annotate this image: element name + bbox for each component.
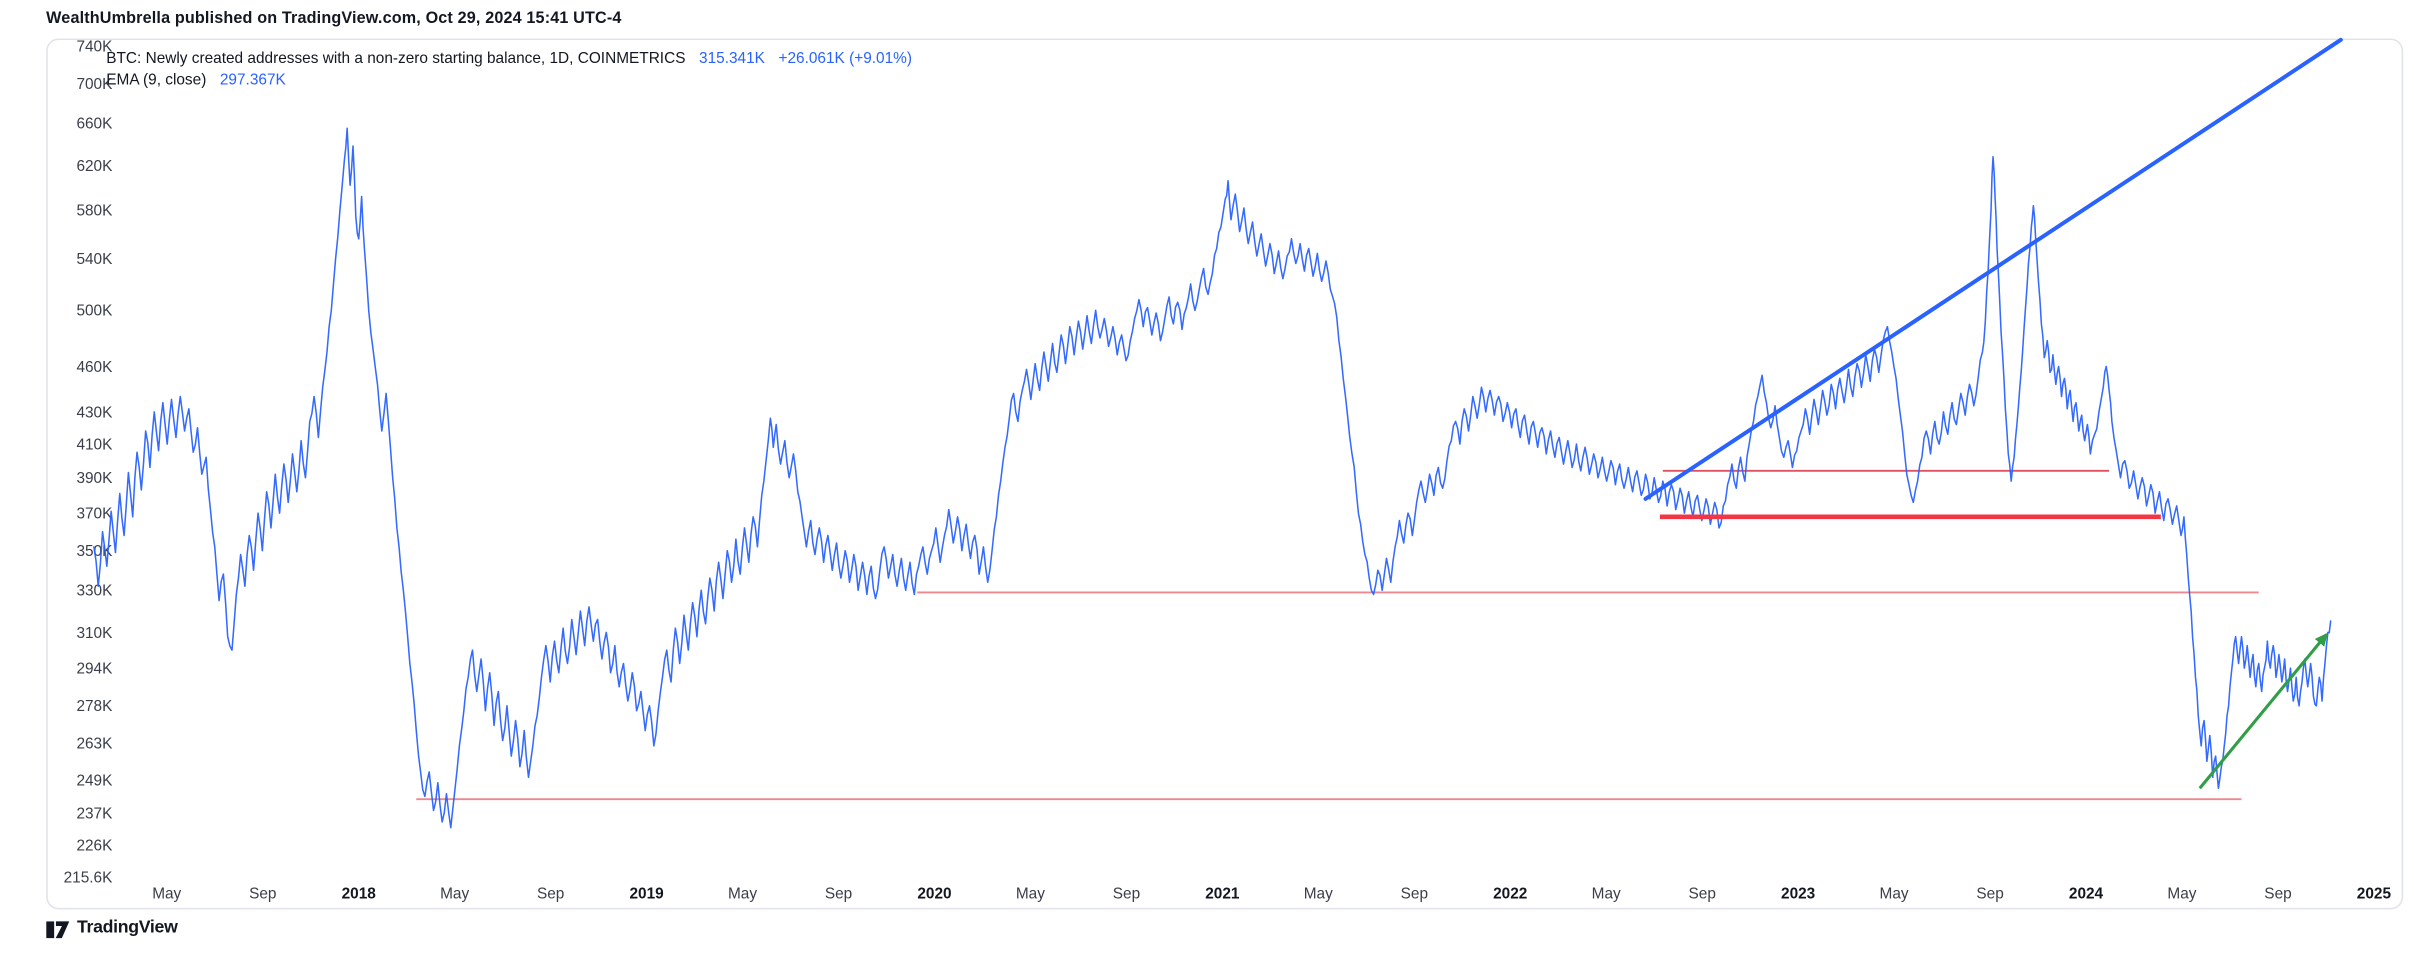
y-axis-tick: 215.6K [64, 869, 113, 886]
x-axis-tick: May [152, 886, 181, 903]
y-axis-tick: 310K [76, 625, 113, 642]
x-axis-tick: Sep [1976, 886, 2003, 903]
x-axis-tick: Sep [1689, 886, 1716, 903]
y-axis-tick: 330K [76, 583, 113, 600]
x-axis-tick: May [728, 886, 757, 903]
x-axis-tick: Sep [1401, 886, 1428, 903]
series-legend-row: BTC: Newly created addresses with a non-… [106, 51, 912, 68]
x-axis-tick: 2018 [342, 886, 377, 903]
tradingview-logo-link[interactable]: TradingView [46, 917, 178, 939]
x-axis-tick: May [1592, 886, 1621, 903]
y-axis-tick: 237K [76, 806, 113, 823]
y-axis-tick: 700K [76, 76, 113, 93]
y-axis-tick: 740K [76, 39, 113, 56]
tradingview-mark-icon [46, 921, 70, 939]
ema-legend-row: EMA (9, close) 297.367K [106, 72, 286, 89]
x-axis-tick: Sep [825, 886, 852, 903]
published-attribution: WealthUmbrella published on TradingView.… [46, 9, 622, 28]
x-axis-tick: May [2167, 886, 2196, 903]
x-axis-tick: Sep [537, 886, 564, 903]
x-axis-tick: May [1880, 886, 1909, 903]
y-axis-tick: 263K [76, 736, 113, 753]
green-recovery-arrow [2198, 632, 2328, 790]
y-axis-tick: 226K [76, 838, 113, 855]
y-axis-tick: 370K [76, 506, 113, 523]
y-axis-tick: 390K [76, 470, 113, 487]
x-axis-tick: 2021 [1205, 886, 1240, 903]
y-axis-tick: 660K [76, 116, 113, 133]
series-last-value: 315.341K [699, 50, 765, 68]
y-axis-tick: 620K [76, 158, 113, 175]
y-axis-tick: 430K [76, 404, 113, 421]
x-axis-tick: 2022 [1493, 886, 1527, 903]
tradingview-wordmark: TradingView [76, 918, 178, 938]
y-axis-tick: 294K [76, 660, 113, 677]
price-series-line [93, 127, 2332, 829]
x-axis-tick: May [1016, 886, 1045, 903]
uptrend-line [1643, 37, 2343, 501]
y-axis-tick: 460K [76, 359, 113, 376]
ema-legend-value: 297.367K [219, 72, 286, 90]
y-axis-tick: 410K [76, 436, 113, 453]
x-axis-tick: Sep [1113, 886, 1140, 903]
x-axis-tick: 2025 [2357, 886, 2392, 903]
x-axis-tick: May [1304, 886, 1333, 903]
x-axis-tick: 2019 [629, 886, 663, 903]
x-axis-tick: Sep [2264, 886, 2291, 903]
series-change: +26.061K (+9.01%) [778, 50, 912, 68]
x-axis-tick: 2023 [1781, 886, 1815, 903]
y-axis-tick: 580K [76, 203, 113, 220]
x-axis-tick: May [440, 886, 469, 903]
y-axis-tick: 249K [76, 773, 113, 790]
ema-legend-title: EMA (9, close) [106, 72, 207, 90]
y-axis-tick: 500K [76, 303, 113, 320]
x-axis-tick: 2020 [917, 886, 951, 903]
x-axis-tick: 2024 [2069, 886, 2104, 903]
x-axis-tick: Sep [249, 886, 276, 903]
series-title: BTC: Newly created addresses with a non-… [106, 50, 686, 68]
y-axis-tick: 278K [76, 698, 113, 715]
y-axis-tick: 540K [76, 251, 113, 268]
